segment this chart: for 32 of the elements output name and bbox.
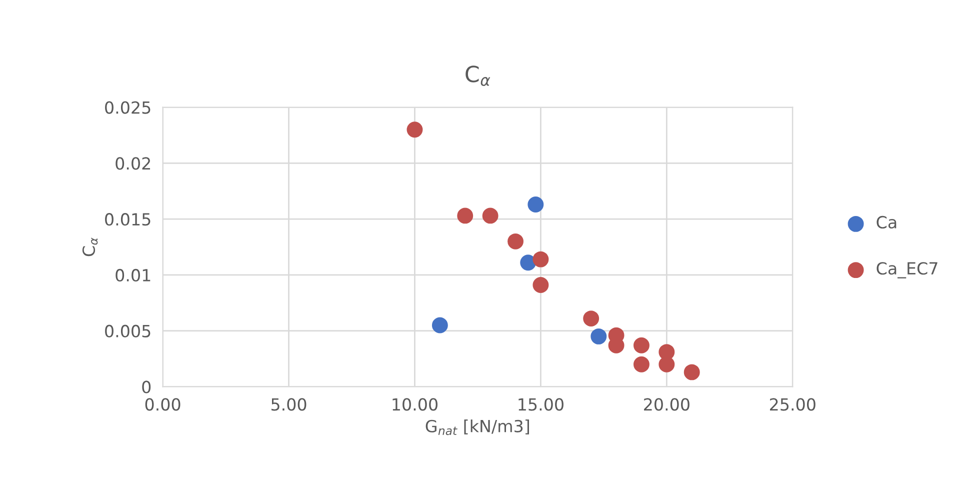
y-axis-title: C$_{α}$ <box>82 238 98 256</box>
chart-title: C$_{α}$ <box>466 66 490 86</box>
point <box>634 337 650 354</box>
x-tick-label: 15.00 <box>518 398 564 411</box>
x-tick-label: 20.00 <box>644 398 690 411</box>
x-tick-label: 10.00 <box>392 398 438 411</box>
point <box>520 254 536 271</box>
point <box>457 208 474 224</box>
x-tick-label: 0.00 <box>145 398 180 411</box>
point <box>590 328 607 344</box>
point <box>432 317 448 334</box>
point <box>634 356 650 372</box>
legend-label: Ca_EC7 <box>876 262 938 278</box>
y-tick-label: 0.005 <box>105 324 150 338</box>
y-tick-label: 0 <box>142 380 151 394</box>
point <box>406 122 423 138</box>
point <box>528 196 544 213</box>
y-tick-label: 0.02 <box>116 157 150 170</box>
x-axis-title: G$_{nat}$ [kN/m3] <box>426 420 529 436</box>
point <box>532 251 549 268</box>
point <box>532 277 549 293</box>
point <box>583 310 600 327</box>
y-tick-label: 0.01 <box>116 268 150 282</box>
y-tick-label: 0.015 <box>105 213 150 226</box>
point <box>684 364 700 380</box>
legend-label: Ca <box>876 216 896 229</box>
point <box>482 208 498 224</box>
point <box>658 356 675 372</box>
point <box>508 233 524 250</box>
y-tick-label: 0.025 <box>105 101 150 114</box>
x-tick-label: 5.00 <box>271 398 306 411</box>
x-tick-label: 25.00 <box>770 398 816 411</box>
